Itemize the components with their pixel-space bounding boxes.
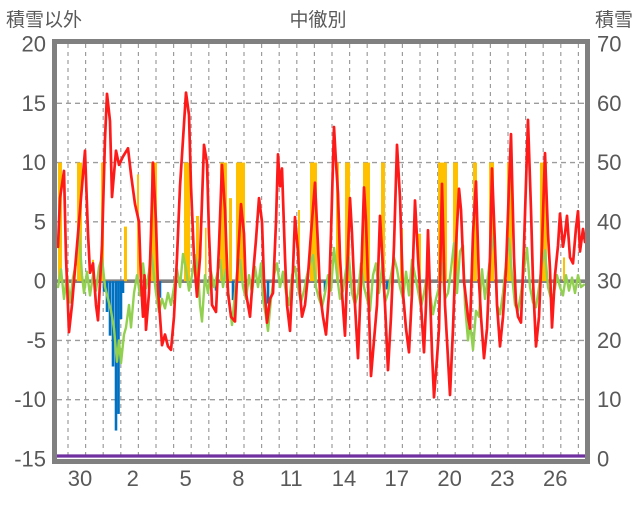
orange-bar <box>381 162 385 282</box>
orange-bar <box>124 226 127 282</box>
orange-bar <box>151 162 157 282</box>
orange-bar <box>229 198 232 282</box>
orange-bar <box>507 162 512 282</box>
right-axis-tick-label: 40 <box>597 209 621 234</box>
right-axis-tick-label: 50 <box>597 150 621 175</box>
x-axis-tick-label: 14 <box>332 466 356 491</box>
left-axis-title: 積雪以外 <box>6 10 83 31</box>
x-axis-tick-label: 2 <box>127 466 139 491</box>
left-axis-tick-label: -10 <box>14 387 46 412</box>
left-axis-tick-label: 10 <box>22 150 46 175</box>
x-axis-tick-label: 23 <box>490 466 514 491</box>
orange-bar <box>336 162 339 282</box>
x-axis-tick-label: 17 <box>385 466 409 491</box>
x-axis-tick-label: 5 <box>179 466 191 491</box>
plot-border <box>52 39 590 464</box>
orange-bar <box>184 162 190 282</box>
right-axis-title: 積雪 <box>594 10 633 31</box>
orange-bar <box>418 233 421 282</box>
right-axis-tick-label: 30 <box>597 269 621 294</box>
blue-bar <box>385 281 389 290</box>
orange-bar <box>298 210 300 282</box>
orange-bar <box>205 227 207 282</box>
orange-bar <box>196 215 199 282</box>
x-axis-tick-label: 26 <box>543 466 567 491</box>
right-axis-tick-label: 70 <box>597 32 621 57</box>
x-axis-tick-label: 8 <box>232 466 244 491</box>
orange-bar <box>453 162 458 282</box>
blue-bar <box>158 281 162 298</box>
chart-title: 中徹別 <box>289 10 347 31</box>
blue-bar <box>266 281 270 304</box>
blue-bar <box>231 281 235 301</box>
left-axis-tick-label: 0 <box>34 269 46 294</box>
plot-series <box>57 44 585 459</box>
orange-bar <box>563 257 565 282</box>
orange-bar <box>220 162 227 282</box>
x-axis-tick-label: 20 <box>437 466 461 491</box>
orange-bar <box>345 162 350 282</box>
right-axis-tick-label: 10 <box>597 387 621 412</box>
left-axis-tick-label: -5 <box>26 328 46 353</box>
right-axis-tick-label: 20 <box>597 328 621 353</box>
blue-bar <box>119 281 123 320</box>
x-axis-tick-label: 30 <box>68 466 92 491</box>
right-axis-tick-label: 60 <box>597 91 621 116</box>
right-axis-tick-label: 0 <box>597 447 609 472</box>
x-axis-tick-label: 11 <box>280 466 303 491</box>
left-axis-tick-label: 15 <box>22 91 46 116</box>
red-line <box>57 91 585 399</box>
left-axis-tick-label: 20 <box>22 32 46 57</box>
left-axis-tick-label: -15 <box>14 447 46 472</box>
left-axis-tick-label: 5 <box>34 209 46 234</box>
orange-bar <box>310 162 317 282</box>
blue-bar <box>121 281 125 293</box>
